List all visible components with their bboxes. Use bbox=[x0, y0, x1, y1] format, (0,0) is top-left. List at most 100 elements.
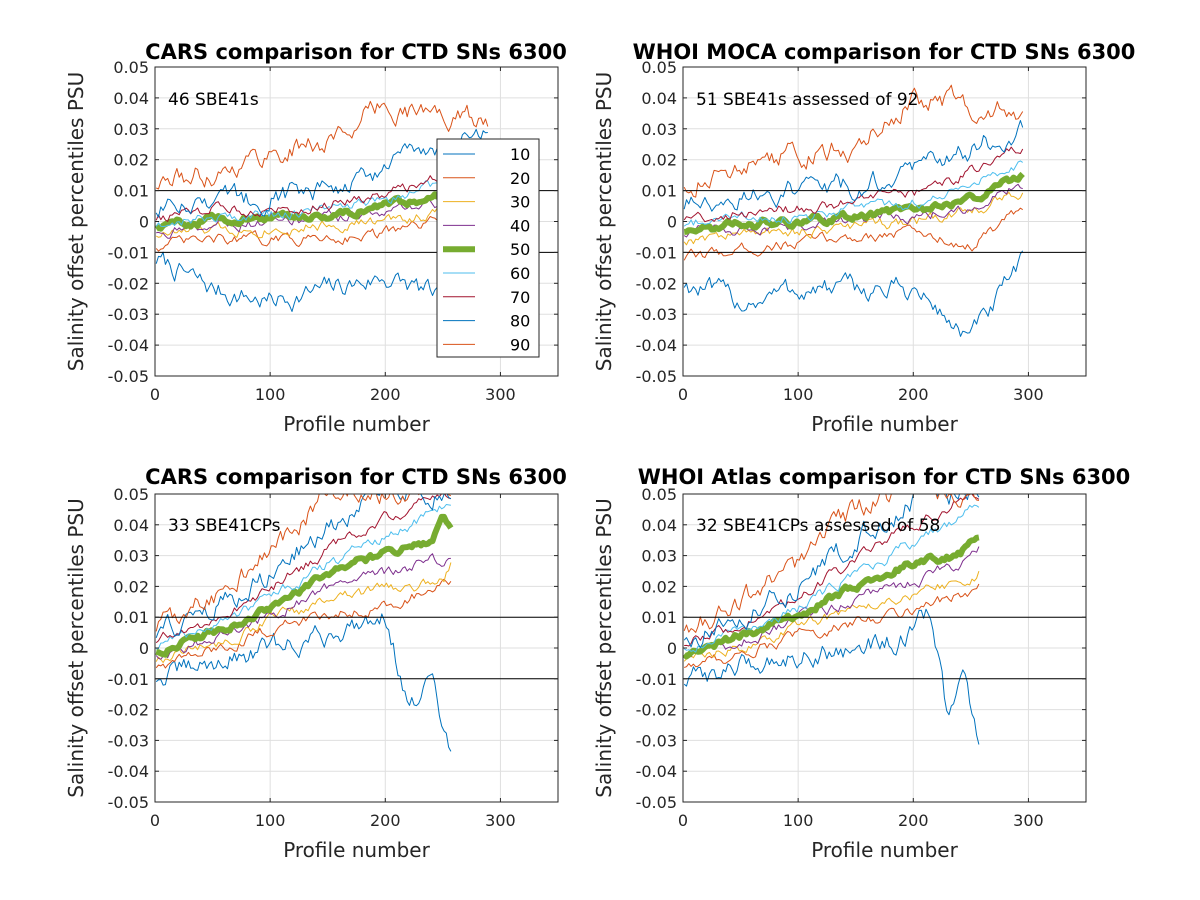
series-line-50 bbox=[683, 171, 1025, 235]
y-tick-label: -0.05 bbox=[108, 367, 149, 386]
y-tick-label: 0.01 bbox=[113, 608, 149, 627]
y-tick-label: 0.03 bbox=[113, 120, 149, 139]
y-tick-label: 0.02 bbox=[641, 151, 677, 170]
panel-whoi-atlas-sbe41cp: 0 100 200 300 -0.05 -0.04 -0.03 -0.02 -0.01 0 0.01… bbox=[592, 465, 1130, 862]
x-tick-label: 100 bbox=[255, 385, 286, 404]
series-line-90 bbox=[155, 494, 452, 632]
x-tick-label: 100 bbox=[783, 385, 814, 404]
float-count-annotation: 51 SBE41s assessed of 92 bbox=[696, 90, 919, 110]
y-tick-label: -0.03 bbox=[108, 731, 149, 750]
x-tick-label: 200 bbox=[898, 385, 929, 404]
series-line-90 bbox=[156, 100, 489, 190]
y-tick-label: -0.05 bbox=[636, 793, 677, 812]
series-line-50 bbox=[683, 534, 980, 660]
y-tick-label: -0.01 bbox=[636, 243, 677, 262]
y-tick-label: -0.04 bbox=[108, 336, 149, 355]
y-tick-label: 0 bbox=[139, 213, 149, 232]
series-line-40 bbox=[155, 553, 451, 660]
x-tick-label: 300 bbox=[485, 385, 516, 404]
y-tick-label: 0 bbox=[667, 639, 677, 658]
panel-title: WHOI MOCA comparison for CTD SNs 6300 bbox=[633, 40, 1136, 64]
x-tick-label: 200 bbox=[370, 811, 401, 830]
y-axis-label: Salinity offset percentiles PSU bbox=[64, 498, 88, 797]
y-tick-label: -0.03 bbox=[108, 305, 149, 324]
series-group bbox=[155, 494, 454, 752]
y-tick-label: -0.02 bbox=[108, 274, 149, 293]
y-tick-label: 0.05 bbox=[113, 485, 149, 504]
legend-label-50: 50 bbox=[510, 240, 530, 259]
y-tick-label: -0.02 bbox=[636, 701, 677, 720]
series-line-60 bbox=[683, 504, 980, 653]
y-tick-label: 0.03 bbox=[641, 547, 677, 566]
series-line-10 bbox=[683, 250, 1024, 337]
series-line-60 bbox=[156, 504, 451, 650]
panel-whoi-moca-sbe41: 0 100 200 300 -0.05 -0.04 -0.03 -0.02 -0.01 0 0.01… bbox=[592, 40, 1135, 436]
series-line-70 bbox=[683, 146, 1024, 223]
y-tick-label: -0.05 bbox=[108, 793, 149, 812]
y-tick-label: -0.05 bbox=[636, 367, 677, 386]
y-tick-label: 0 bbox=[139, 639, 149, 658]
float-count-annotation: 33 SBE41CPs bbox=[168, 516, 281, 536]
series-line-70 bbox=[155, 165, 489, 222]
x-tick-label: 200 bbox=[370, 385, 401, 404]
series-group bbox=[683, 84, 1025, 337]
series-line-70 bbox=[155, 494, 452, 644]
series-line-90 bbox=[683, 84, 1024, 198]
series-line-20 bbox=[683, 207, 1023, 261]
x-tick-label: 300 bbox=[1013, 811, 1044, 830]
series-line-20 bbox=[155, 212, 489, 252]
series-line-50 bbox=[155, 182, 491, 232]
y-tick-label: 0.05 bbox=[113, 58, 149, 77]
y-tick-label: -0.01 bbox=[108, 243, 149, 262]
y-tick-label: 0.05 bbox=[641, 58, 677, 77]
series-line-10 bbox=[155, 613, 452, 752]
series-line-70 bbox=[684, 494, 980, 647]
series-line-30 bbox=[683, 570, 980, 662]
float-count-annotation: 46 SBE41s bbox=[168, 90, 259, 110]
y-tick-label: 0.04 bbox=[641, 516, 677, 535]
y-tick-label: 0.03 bbox=[113, 547, 149, 566]
y-tick-label: 0.04 bbox=[113, 516, 149, 535]
panel-cars-sbe41cp: 0 100 200 300 -0.05 -0.04 -0.03 -0.02 -0.01 0 0.01… bbox=[64, 465, 567, 862]
y-tick-label: -0.02 bbox=[108, 701, 149, 720]
y-axis-label: Salinity offset percentiles PSU bbox=[592, 72, 616, 371]
x-axis-label: Profile number bbox=[283, 838, 430, 862]
y-tick-label: -0.02 bbox=[636, 274, 677, 293]
panel-title: WHOI Atlas comparison for CTD SNs 6300 bbox=[638, 465, 1131, 489]
series-line-60 bbox=[155, 169, 489, 227]
y-tick-label: -0.03 bbox=[636, 731, 677, 750]
y-axis-label: Salinity offset percentiles PSU bbox=[592, 498, 616, 797]
y-tick-label: -0.03 bbox=[636, 305, 677, 324]
legend-label-30: 30 bbox=[510, 193, 530, 212]
x-tick-label: 0 bbox=[678, 385, 688, 404]
x-tick-label: 200 bbox=[898, 811, 929, 830]
y-tick-label: 0.05 bbox=[641, 485, 677, 504]
series-group bbox=[155, 100, 491, 312]
y-tick-label: 0.04 bbox=[113, 89, 149, 108]
y-tick-label: -0.04 bbox=[108, 762, 149, 781]
x-tick-label: 300 bbox=[1013, 385, 1044, 404]
y-tick-label: -0.04 bbox=[636, 336, 677, 355]
legend-label-60: 60 bbox=[510, 264, 530, 283]
x-axis-label: Profile number bbox=[811, 838, 958, 862]
panel-title: CARS comparison for CTD SNs 6300 bbox=[145, 40, 567, 64]
legend-label-40: 40 bbox=[510, 216, 530, 235]
series-line-80 bbox=[683, 120, 1024, 212]
legend-label-10: 10 bbox=[510, 145, 530, 164]
panel-cars-sbe41: 0 100 200 300 -0.05 -0.04 -0.03 -0.02 -0.01 0 0.01… bbox=[64, 40, 567, 436]
y-tick-label: 0.02 bbox=[113, 577, 149, 596]
float-count-annotation: 32 SBE41CPs assessed of 58 bbox=[696, 516, 940, 536]
y-tick-label: 0 bbox=[667, 213, 677, 232]
y-tick-label: 0.02 bbox=[113, 151, 149, 170]
y-tick-label: -0.01 bbox=[108, 670, 149, 689]
y-tick-label: 0.01 bbox=[113, 182, 149, 201]
series-line-10 bbox=[155, 251, 489, 312]
x-axis-label: Profile number bbox=[283, 412, 430, 436]
y-tick-label: 0.03 bbox=[641, 120, 677, 139]
y-tick-label: 0.02 bbox=[641, 577, 677, 596]
y-tick-label: -0.04 bbox=[636, 762, 677, 781]
y-axis-label: Salinity offset percentiles PSU bbox=[64, 72, 88, 371]
x-axis-label: Profile number bbox=[811, 412, 958, 436]
x-tick-label: 0 bbox=[150, 811, 160, 830]
